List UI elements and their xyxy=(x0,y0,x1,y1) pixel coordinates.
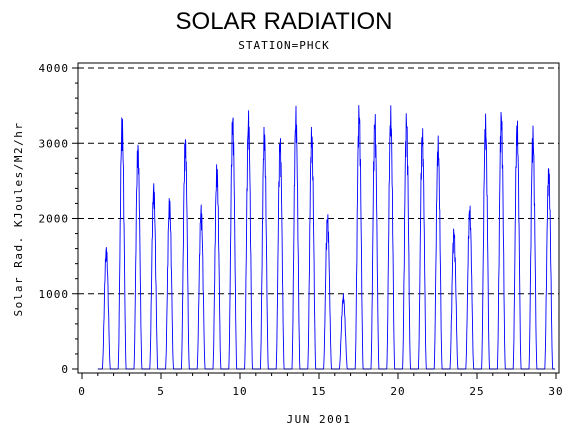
y-axis-label: Solar Rad. KJoules/M2/hr xyxy=(12,122,25,317)
y-tick-label: 2000 xyxy=(39,213,70,226)
y-tick-label: 1000 xyxy=(39,288,70,301)
x-tick-label: 10 xyxy=(232,385,247,398)
x-tick-label: 0 xyxy=(78,385,86,398)
y-tick-label: 4000 xyxy=(39,62,70,75)
y-tick-label: 3000 xyxy=(39,137,70,150)
x-tick-label: 5 xyxy=(157,385,165,398)
x-axis-label: JUN 2001 xyxy=(287,413,352,426)
y-tick-label: 0 xyxy=(61,363,69,376)
series-line xyxy=(97,105,556,370)
series-group xyxy=(97,105,556,370)
x-tick-label: 30 xyxy=(548,385,563,398)
x-tick-label: 15 xyxy=(311,385,326,398)
x-tick-label: 20 xyxy=(390,385,405,398)
chart-subtitle: STATION=PHCK xyxy=(238,39,329,52)
x-tick-label: 25 xyxy=(469,385,484,398)
y-axis-ticks: 0 1000 2000 3000 4000 xyxy=(39,62,78,376)
x-axis-ticks: 0 5 10 15 20 25 30 xyxy=(78,373,563,398)
chart-title: SOLAR RADIATION xyxy=(176,8,393,35)
grid-lines xyxy=(78,67,559,295)
